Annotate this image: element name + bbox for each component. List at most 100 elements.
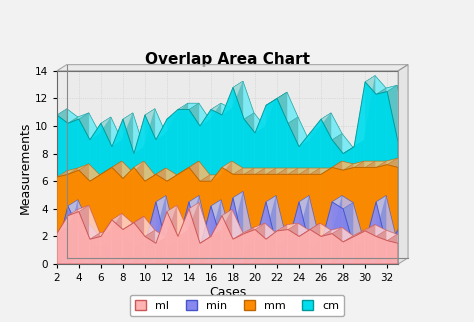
Polygon shape: [277, 92, 287, 264]
Polygon shape: [222, 210, 243, 239]
Polygon shape: [200, 237, 210, 264]
Polygon shape: [387, 234, 397, 264]
Polygon shape: [200, 103, 221, 126]
Polygon shape: [332, 227, 342, 264]
Polygon shape: [376, 196, 397, 248]
Polygon shape: [90, 117, 111, 140]
Polygon shape: [222, 161, 232, 264]
Polygon shape: [354, 237, 375, 248]
Polygon shape: [57, 227, 67, 264]
Polygon shape: [211, 210, 232, 236]
Polygon shape: [387, 158, 408, 167]
Polygon shape: [376, 161, 386, 264]
Polygon shape: [57, 209, 398, 264]
Polygon shape: [57, 168, 78, 177]
Polygon shape: [145, 168, 166, 181]
Polygon shape: [398, 223, 408, 264]
Polygon shape: [266, 196, 287, 248]
Polygon shape: [310, 223, 331, 236]
Polygon shape: [222, 109, 232, 264]
Polygon shape: [156, 196, 177, 248]
Polygon shape: [321, 230, 331, 264]
Polygon shape: [156, 237, 166, 264]
Polygon shape: [134, 161, 144, 264]
Polygon shape: [387, 234, 408, 243]
Title: Overlap Area Chart: Overlap Area Chart: [145, 52, 310, 67]
Polygon shape: [310, 237, 331, 248]
Polygon shape: [255, 168, 276, 174]
Polygon shape: [255, 127, 265, 264]
Polygon shape: [123, 216, 144, 230]
Polygon shape: [79, 205, 100, 239]
Polygon shape: [321, 227, 342, 236]
Polygon shape: [365, 161, 375, 264]
Polygon shape: [79, 223, 89, 264]
Polygon shape: [255, 196, 276, 243]
Polygon shape: [387, 223, 408, 248]
Polygon shape: [310, 241, 320, 264]
Polygon shape: [68, 200, 78, 264]
Polygon shape: [123, 230, 133, 264]
Polygon shape: [101, 117, 111, 264]
Polygon shape: [79, 223, 100, 243]
Polygon shape: [57, 65, 408, 71]
Polygon shape: [343, 203, 353, 264]
Polygon shape: [189, 161, 210, 181]
Polygon shape: [288, 223, 309, 236]
Polygon shape: [365, 225, 386, 236]
Polygon shape: [266, 168, 276, 264]
Polygon shape: [288, 117, 309, 147]
Polygon shape: [57, 109, 67, 264]
Polygon shape: [101, 161, 122, 174]
Polygon shape: [233, 81, 243, 264]
Polygon shape: [222, 237, 232, 264]
Polygon shape: [255, 99, 276, 133]
Polygon shape: [90, 175, 100, 264]
Polygon shape: [123, 172, 133, 264]
Polygon shape: [178, 168, 188, 264]
Polygon shape: [288, 223, 298, 264]
Polygon shape: [145, 175, 155, 264]
Polygon shape: [376, 196, 386, 264]
Polygon shape: [288, 168, 309, 174]
Polygon shape: [57, 165, 398, 264]
Polygon shape: [233, 168, 254, 174]
Polygon shape: [178, 161, 199, 174]
Polygon shape: [112, 237, 122, 264]
Polygon shape: [288, 237, 298, 264]
Polygon shape: [244, 113, 254, 264]
Polygon shape: [233, 192, 243, 264]
Polygon shape: [233, 233, 243, 264]
Polygon shape: [266, 225, 287, 239]
Polygon shape: [145, 230, 166, 243]
Polygon shape: [90, 168, 111, 181]
Polygon shape: [101, 168, 111, 264]
Y-axis label: Measurements: Measurements: [19, 121, 32, 213]
Polygon shape: [244, 168, 254, 264]
Polygon shape: [134, 241, 144, 264]
Polygon shape: [244, 227, 254, 264]
Polygon shape: [101, 214, 122, 236]
Polygon shape: [134, 109, 155, 154]
Polygon shape: [299, 168, 309, 264]
Polygon shape: [112, 214, 122, 264]
Polygon shape: [67, 192, 408, 258]
X-axis label: Cases: Cases: [209, 286, 246, 299]
Polygon shape: [189, 203, 210, 243]
Polygon shape: [299, 140, 309, 264]
Polygon shape: [233, 192, 254, 248]
Polygon shape: [277, 223, 298, 231]
Polygon shape: [156, 205, 177, 243]
Polygon shape: [244, 237, 265, 248]
Polygon shape: [354, 241, 364, 264]
Polygon shape: [233, 168, 243, 264]
Polygon shape: [112, 161, 122, 264]
Polygon shape: [255, 223, 265, 264]
Polygon shape: [376, 230, 397, 241]
Polygon shape: [387, 85, 408, 143]
Polygon shape: [156, 168, 177, 181]
Polygon shape: [365, 196, 386, 243]
Polygon shape: [277, 241, 287, 264]
Polygon shape: [277, 168, 298, 174]
Polygon shape: [211, 175, 221, 264]
